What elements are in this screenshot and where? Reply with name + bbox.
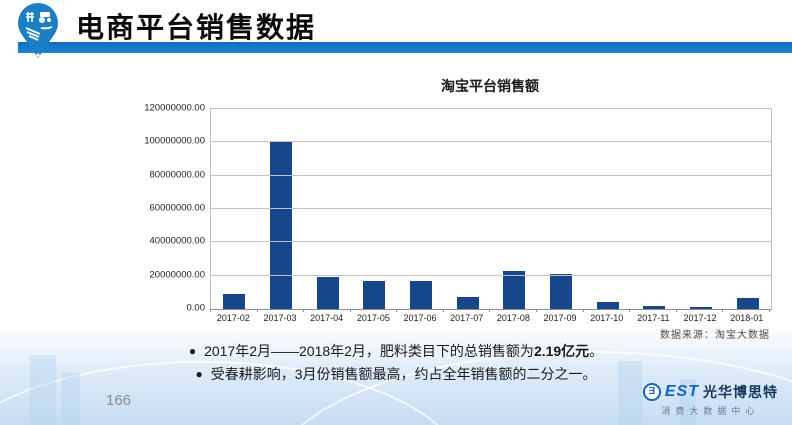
bar-cell: [304, 109, 351, 309]
bullet-list: ● 2017年2月——2018年2月，肥料类目下的总销售额为2.19亿元。 ● …: [0, 341, 792, 384]
bar-cell: [444, 109, 491, 309]
bar-cell: [211, 109, 258, 309]
bar-cell: [491, 109, 538, 309]
brand-name-en: EST: [664, 383, 699, 400]
x-axis-labels: 2017-02 2017-03 2017-04 2017-05 2017-06 2017-…: [210, 313, 770, 323]
bar: [456, 297, 479, 309]
bar: [363, 280, 386, 309]
decor-building: [680, 379, 696, 425]
x-tick: [210, 309, 258, 312]
bar: [690, 307, 713, 309]
x-tick-label: 2017-02: [216, 313, 250, 323]
x-tick: [723, 309, 770, 312]
bars-row: [211, 109, 771, 309]
x-tick: [304, 309, 351, 312]
header-accent-bar: [18, 42, 792, 53]
x-tick: [537, 309, 584, 312]
bar-cell: [258, 109, 305, 309]
x-tick-label: 2017-08: [496, 313, 530, 323]
y-tick-label: 60000000.00: [149, 202, 205, 214]
bar: [503, 270, 526, 309]
y-tick-label: 80000000.00: [149, 169, 205, 181]
y-tick-label: 120000000.00: [144, 102, 205, 114]
bar: [223, 294, 246, 309]
best-logo-icon: Ǝ: [642, 383, 661, 401]
y-axis-labels: 120000000.00 100000000.00 80000000.00 60000…: [50, 103, 205, 314]
bar-cell: [584, 109, 631, 309]
x-axis-ticks: [210, 309, 770, 312]
x-tick: [258, 309, 305, 312]
bar: [270, 142, 292, 309]
x-tick: [677, 309, 724, 312]
bullet-item: ● 受春耕影响，3月份销售额最高，约占全年销售额的二分之一。: [195, 364, 596, 384]
brand-name-cn: 光华博思特: [703, 384, 778, 400]
y-tick-label: 20000000.00: [149, 269, 205, 281]
brand-subtitle: 消费大数据中心: [661, 406, 760, 416]
y-tick-label: 100000000.00: [144, 135, 205, 147]
bar-cell: [351, 109, 398, 309]
x-tick-label: 2017-09: [543, 313, 577, 323]
bar: [596, 302, 619, 309]
x-tick: [351, 309, 398, 312]
gridline: [211, 241, 771, 243]
page-number: 166: [106, 392, 132, 409]
x-tick-label: 2017-07: [450, 313, 484, 323]
decor-building: [30, 355, 56, 425]
bar-chart-plot-area: [210, 108, 772, 310]
data-source-note: 数据来源：淘宝大数据: [660, 330, 770, 341]
page-title: 电商平台销售数据: [76, 12, 317, 43]
brand-logo-row: Ǝ EST 光华博思特: [642, 382, 778, 402]
bar-cell: [724, 109, 771, 309]
x-tick: [490, 309, 538, 312]
bar: [550, 274, 573, 309]
gridline: [211, 174, 771, 176]
bullet-icon: ●: [195, 367, 203, 381]
x-tick: [444, 309, 491, 312]
chart-title: 淘宝平台销售额: [441, 78, 539, 94]
y-tick-label: 40000000.00: [149, 235, 205, 247]
bar: [736, 298, 759, 309]
x-tick-label: 2017-05: [356, 313, 390, 323]
gridline: [211, 208, 771, 209]
x-tick: [584, 309, 631, 312]
decor-building: [618, 361, 642, 425]
bar: [410, 280, 433, 309]
y-tick-label: 0.00: [186, 302, 206, 314]
bullet-text: 2017年2月——2018年2月，肥料类目下的总销售额为2.19亿元。: [204, 343, 604, 359]
x-tick: [397, 309, 444, 312]
gridline: [211, 274, 771, 276]
x-tick-label: 2018-01: [730, 313, 764, 323]
gridline: [211, 141, 771, 143]
brand-logo: Ǝ EST 光华博思特 消费大数据中心: [642, 382, 778, 417]
x-tick-label: 2017-04: [310, 313, 344, 323]
bar-cell: [538, 109, 585, 309]
bottom-watermark-band: [0, 325, 792, 425]
x-tick-label: 2017-12: [683, 313, 717, 323]
x-tick-label: 2017-10: [590, 313, 624, 323]
farm-pin-icon: [14, 2, 62, 60]
bullet-icon: ●: [188, 344, 197, 358]
x-tick: [630, 309, 677, 312]
bar-cell: [398, 109, 445, 309]
bar-cell: [631, 109, 678, 309]
x-tick-label: 2017-03: [263, 313, 297, 323]
x-tick-label: 2017-06: [403, 313, 437, 323]
bar: [316, 277, 339, 309]
decor-building: [62, 373, 80, 425]
bullet-item: ● 2017年2月——2018年2月，肥料类目下的总销售额为2.19亿元。: [189, 341, 603, 361]
bar: [643, 306, 666, 309]
x-tick-label: 2017-11: [637, 313, 670, 323]
bar-cell: [678, 109, 725, 309]
bullet-text: 受春耕影响，3月份销售额最高，约占全年销售额的二分之一。: [210, 366, 597, 382]
